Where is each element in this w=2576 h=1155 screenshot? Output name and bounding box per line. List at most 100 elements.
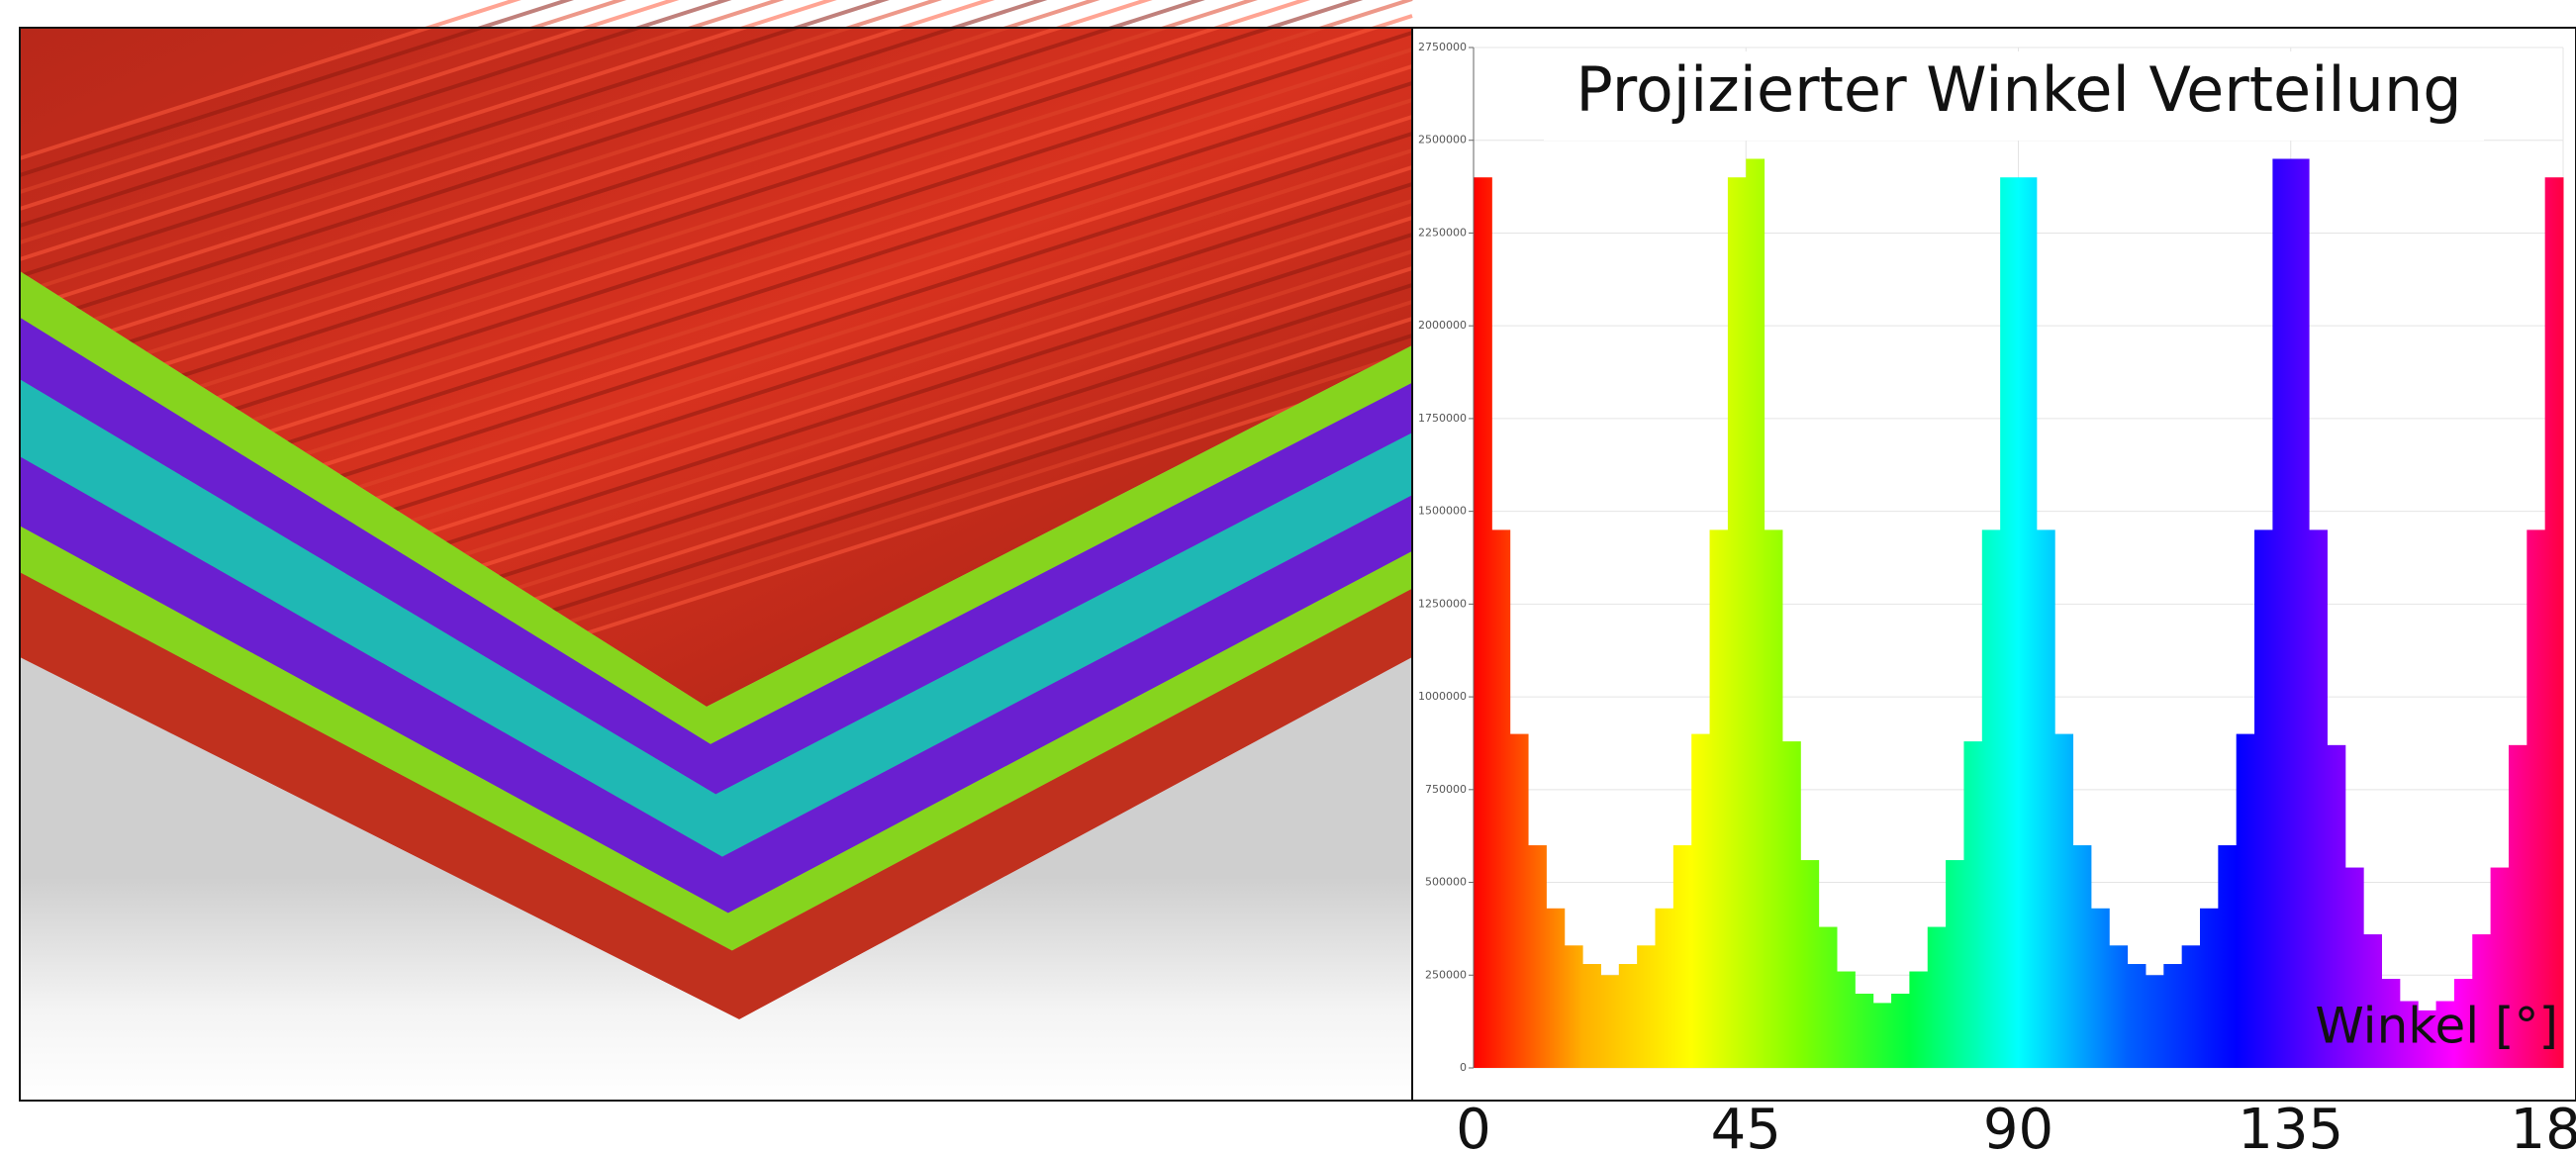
bar [1872,1003,1892,1068]
bar [1672,845,1692,1068]
bar [2544,177,2564,1068]
bar [2381,979,2401,1068]
fiber-streak [19,0,943,295]
fiber-streak [19,0,627,194]
bar [1781,741,1801,1068]
bar [2399,1001,2419,1068]
y-tick-label: 2750000 [1418,41,1467,53]
bar [1963,741,1983,1068]
bar [1837,971,1856,1068]
bar [2036,529,2055,1068]
bar [1891,994,1910,1068]
bar [2181,945,2201,1068]
bar [2145,975,2164,1068]
y-tick-label: 2250000 [1418,226,1467,239]
bar [2363,934,2382,1068]
fiber-streak [19,0,1048,329]
bar [1746,158,1765,1069]
y-tick-label: 1250000 [1418,597,1467,610]
y-tick-label: 1750000 [1418,412,1467,425]
fiber-streak [19,0,1153,362]
bar [1528,845,1547,1068]
bar [1546,908,1566,1068]
bar [2000,177,2019,1068]
bar [2490,867,2510,1068]
bar [1474,177,1492,1068]
bar [2200,908,2219,1068]
bar [1509,733,1529,1068]
bar [2418,1010,2437,1068]
y-tick-label: 1500000 [1418,505,1467,518]
bar [2527,529,2546,1068]
x-tick-label: 180 [2511,1098,2576,1155]
bar [1709,529,1729,1068]
laminate-layer [20,271,1412,744]
bar [2344,867,2364,1068]
bar [2090,908,2110,1068]
bar [1655,908,1674,1068]
bar [2163,964,2183,1068]
y-tick-label: 250000 [1425,968,1467,981]
laminate-layer [20,317,1412,795]
fiber-streak [19,14,1413,463]
fiber-streak [19,0,1364,430]
bar [2453,979,2473,1068]
bar [2109,945,2129,1068]
bar [2435,1001,2455,1068]
x-tick-label: 135 [2238,1098,2343,1155]
render-below [20,657,1412,1099]
bar [2018,177,2038,1068]
bar [1637,945,1656,1068]
y-tick-label: 2500000 [1418,134,1467,146]
bar [2508,744,2528,1068]
title-background [1544,51,2484,141]
fiber-streak [19,0,837,261]
bar [2327,744,2346,1068]
fiber-streak [19,0,1311,413]
fiber-streak [19,0,522,160]
y-tick-label: 0 [1460,1061,1467,1074]
bar [1909,971,1929,1068]
x-axis-label: Winkel [°] [2315,998,2558,1055]
y-tick-label: 500000 [1425,876,1467,889]
y-tick-label: 1000000 [1418,690,1467,703]
bar [1855,994,1874,1068]
bar [2472,934,2492,1068]
bar [2127,964,2147,1068]
fiber-streak [19,0,680,211]
y-tick-label: 2000000 [1418,319,1467,332]
x-tick-label: 45 [1711,1098,1781,1155]
x-tick-label: 0 [1456,1098,1491,1155]
bar [2054,733,2074,1068]
bar [1727,177,1747,1068]
bar [1564,945,1583,1068]
x-tick-label: 90 [1983,1098,2053,1155]
bar [2236,733,2255,1068]
bar [2309,529,2328,1068]
bar [1764,529,1783,1068]
fiber-streak [19,0,1258,396]
fiber-streak [19,0,574,177]
bar [1582,964,1601,1068]
fiber-streak [19,0,890,278]
bar [1927,926,1947,1068]
laminate-layer [20,379,1412,857]
bar [1946,860,1964,1068]
bar [2218,845,2238,1068]
bar [1691,733,1711,1068]
laminate-layer [20,456,1412,914]
fiber-streak [19,0,996,312]
chart: 0 250000 500000 750000 1000000 1250000 1500000… [1411,27,2576,1155]
fiber-streak [19,0,1413,446]
y-tick-label: 750000 [1425,783,1467,796]
bar [2072,845,2092,1068]
fiber-streak [19,0,732,228]
bar [2272,158,2292,1069]
fiber-streak [19,0,1100,345]
chart-title: Projizierter Winkel Verteilung [1575,53,2461,126]
bar [1491,529,1511,1068]
laminate-render [19,0,1413,1101]
laminate-layer [20,572,1412,1019]
